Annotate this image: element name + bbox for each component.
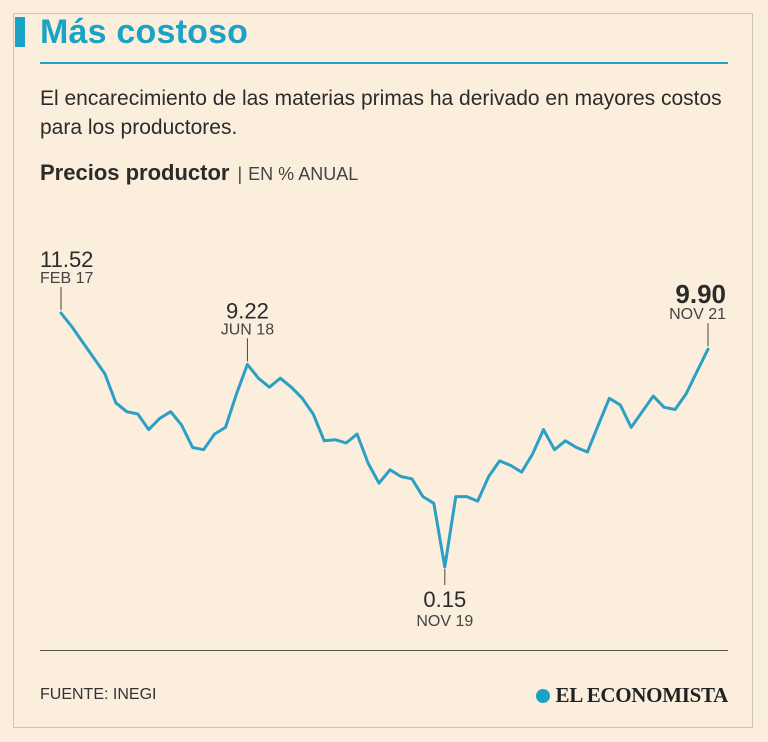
chart-header: Precios productor | EN % ANUAL (40, 160, 358, 186)
chart-frame (13, 13, 753, 728)
page-title: Más costoso (40, 13, 249, 51)
brand-logo-icon (535, 688, 550, 703)
brand-logo: EL ECONOMISTA (535, 683, 729, 708)
brand-name: EL ECONOMISTA (555, 683, 729, 707)
annotation-date: NOV 21 (669, 306, 726, 323)
annotation-value: 9.22 (226, 298, 269, 323)
annotation-date: NOV 19 (416, 613, 473, 630)
chart-header-separator: | (237, 164, 243, 184)
annotation-value: 9.90 (675, 279, 726, 309)
annotation-date: JUN 18 (221, 321, 274, 338)
footer-divider (40, 650, 728, 651)
source-note: FUENTE: INEGI (40, 686, 157, 703)
annotation-date: FEB 17 (40, 270, 93, 287)
series-line-precios-productor (59, 311, 710, 569)
annotation-value: 0.15 (423, 587, 466, 612)
chart-title: Precios productor (40, 160, 230, 185)
title-divider (40, 62, 728, 64)
title-accent-bar (15, 17, 25, 47)
subtitle: El encarecimiento de las materias primas… (40, 87, 722, 139)
chart-unit: EN % ANUAL (248, 164, 359, 184)
annotation-value: 11.52 (40, 247, 93, 272)
